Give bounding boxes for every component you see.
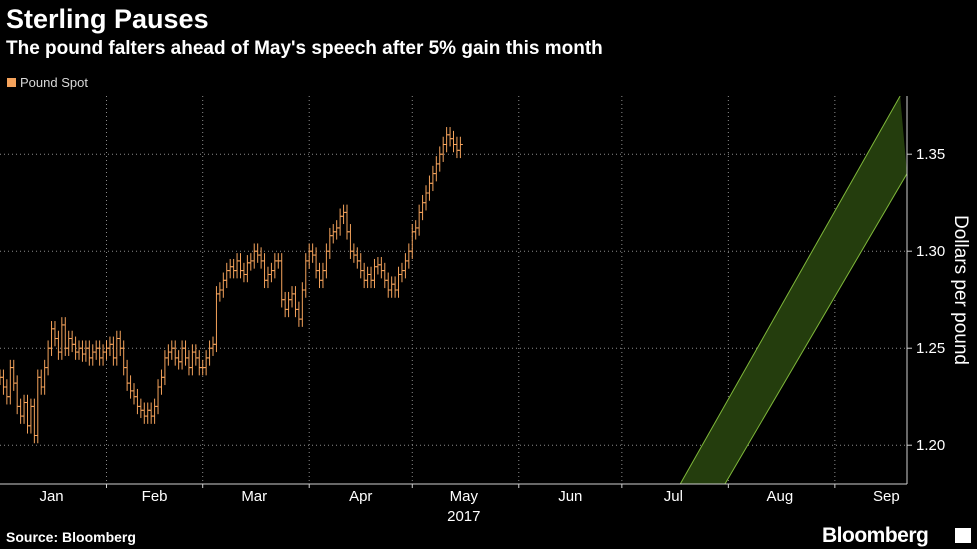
x-tick-label: Jan bbox=[39, 488, 63, 505]
y-axis-label: Dollars per pound bbox=[950, 215, 971, 365]
legend-swatch bbox=[7, 78, 16, 87]
x-tick-label: Apr bbox=[349, 488, 372, 505]
x-tick-label: Feb bbox=[142, 488, 168, 505]
x-tick-label: May bbox=[450, 488, 479, 505]
brand-mark bbox=[955, 528, 971, 543]
y-tick-label: 1.30 bbox=[916, 243, 945, 260]
channel-upper-line bbox=[679, 96, 901, 484]
y-tick-label: 1.20 bbox=[916, 437, 945, 454]
channel-fill bbox=[680, 96, 907, 484]
chart-subtitle: The pound falters ahead of May's speech … bbox=[6, 38, 603, 59]
x-tick-label: Jul bbox=[664, 488, 683, 505]
source-note: Source: Bloomberg bbox=[6, 529, 136, 545]
x-tick-label: Sep bbox=[873, 488, 900, 505]
chart-title: Sterling Pauses bbox=[6, 4, 209, 34]
y-tick-label: 1.25 bbox=[916, 340, 945, 357]
x-tick-label: Mar bbox=[241, 488, 267, 505]
grid-layer bbox=[0, 96, 907, 484]
legend: Pound Spot bbox=[7, 75, 88, 90]
x-tick-label: Aug bbox=[767, 488, 794, 505]
trend-channel bbox=[679, 96, 907, 484]
axes: 1.20 1.25 1.30 1.35 Jan Feb Mar Apr May Jun Jul Aug… bbox=[0, 96, 971, 525]
channel-lower-line bbox=[724, 173, 907, 484]
y-tick-label: 1.35 bbox=[916, 146, 945, 163]
x-axis-label: 2017 bbox=[447, 508, 480, 525]
x-tick-label: Jun bbox=[558, 488, 582, 505]
brand-logo: Bloomberg bbox=[822, 524, 929, 547]
price-series bbox=[0, 127, 463, 444]
legend-label: Pound Spot bbox=[20, 75, 88, 90]
